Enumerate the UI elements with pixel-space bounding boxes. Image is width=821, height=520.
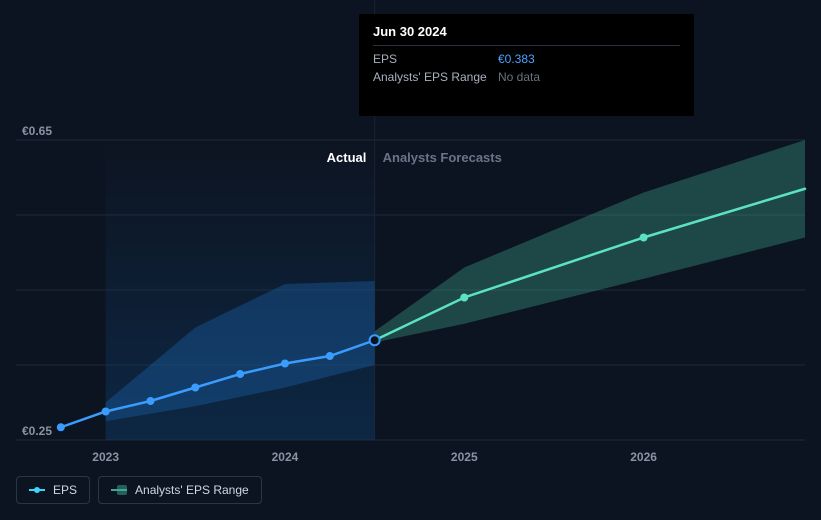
- y-axis-label: €0.65: [22, 124, 52, 138]
- tooltip-value: No data: [498, 70, 540, 84]
- x-axis-label: 2024: [272, 450, 299, 464]
- tooltip-date: Jun 30 2024: [373, 24, 680, 46]
- forecast-section-label: Analysts Forecasts: [383, 150, 502, 165]
- legend-label: Analysts' EPS Range: [135, 483, 249, 497]
- legend-swatch-icon: [29, 485, 45, 495]
- actual-section-label: Actual: [327, 150, 367, 165]
- eps-chart: €0.25 €0.65 2023 2024 2025 2026 Actual A…: [0, 0, 821, 520]
- tooltip-row: Analysts' EPS Range No data: [373, 68, 680, 86]
- tooltip-row: EPS €0.383: [373, 50, 680, 68]
- y-axis-label: €0.25: [22, 424, 52, 438]
- legend-item-eps[interactable]: EPS: [16, 476, 90, 504]
- hover-tooltip: Jun 30 2024 EPS €0.383 Analysts' EPS Ran…: [359, 14, 694, 116]
- tooltip-value: €0.383: [498, 52, 535, 66]
- legend-swatch-icon: [111, 485, 127, 495]
- x-axis-label: 2025: [451, 450, 478, 464]
- legend-label: EPS: [53, 483, 77, 497]
- tooltip-key: EPS: [373, 52, 498, 66]
- x-axis-label: 2026: [630, 450, 657, 464]
- legend-item-eps-range[interactable]: Analysts' EPS Range: [98, 476, 262, 504]
- x-axis-label: 2023: [92, 450, 119, 464]
- chart-legend: EPS Analysts' EPS Range: [16, 476, 262, 504]
- tooltip-key: Analysts' EPS Range: [373, 70, 498, 84]
